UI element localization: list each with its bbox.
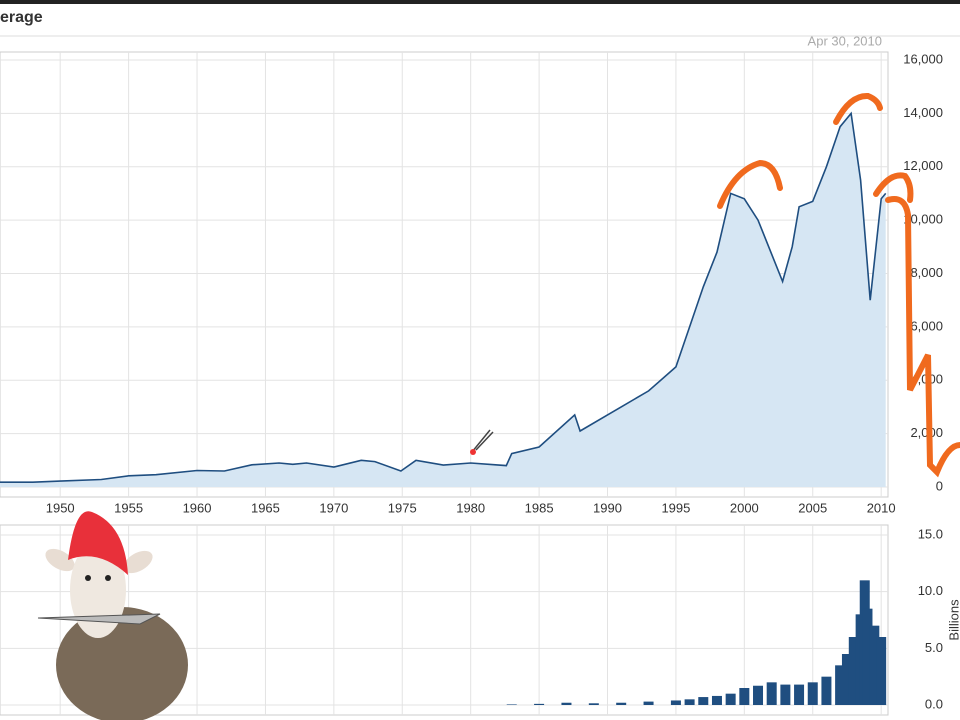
x-tick-label: 2010	[867, 500, 896, 515]
y-tick-label: 6,000	[910, 318, 943, 333]
x-tick-label: 2000	[730, 500, 759, 515]
y-tick-label: 10,000	[903, 212, 943, 227]
bar	[753, 685, 764, 705]
bar	[616, 702, 627, 705]
y-tick-label: 8,000	[910, 265, 943, 280]
chart-title: erage	[0, 9, 43, 26]
scribble	[885, 196, 960, 478]
y-tick-label: 5.0	[925, 640, 943, 655]
bar	[869, 625, 880, 705]
x-tick-label: 1980	[456, 500, 485, 515]
sheep-eye	[85, 575, 91, 581]
sheep-eye	[105, 575, 111, 581]
bar	[821, 676, 832, 705]
diver-doodle	[471, 429, 494, 453]
y-tick-label: 16,000	[903, 51, 943, 66]
scribbles	[717, 93, 960, 478]
plot-layer: 5195019551960196519701975198019851990199…	[0, 51, 943, 716]
bar	[711, 695, 722, 705]
knife	[37, 613, 161, 625]
line	[0, 111, 887, 483]
x-tick-label: 1975	[388, 500, 417, 515]
plot-frame	[0, 524, 889, 716]
x-tick-label: 1955	[114, 500, 143, 515]
sheep-image	[37, 511, 188, 720]
bar	[670, 700, 681, 705]
bar	[794, 684, 805, 705]
bar	[588, 703, 599, 705]
bar	[739, 688, 750, 705]
sheep-ear	[45, 548, 75, 572]
y-tick-label: 14,000	[903, 105, 943, 120]
sheep-head	[70, 542, 126, 638]
bar	[848, 637, 859, 705]
bar	[876, 637, 887, 705]
bar	[766, 682, 777, 705]
bar	[862, 608, 873, 705]
scribble	[717, 159, 783, 209]
y-tick-label: 0	[936, 478, 943, 493]
plot-frame	[0, 51, 889, 498]
x-tick-label: 1950	[46, 500, 75, 515]
y2-axis-label: Billions	[946, 599, 960, 641]
area	[0, 113, 886, 488]
diver-doodle	[470, 449, 476, 455]
sheep-hat	[68, 511, 128, 575]
y-tick-label: 0.0	[925, 696, 943, 711]
x-tick-label: 1970	[319, 500, 348, 515]
scribble	[873, 172, 914, 203]
sheep-ear	[123, 550, 153, 574]
bar	[561, 702, 572, 705]
bar	[835, 665, 846, 705]
sheep-body	[56, 607, 188, 720]
bar	[698, 697, 709, 705]
scribble	[833, 93, 883, 125]
bar	[780, 684, 791, 705]
x-tick-label: 1990	[593, 500, 622, 515]
bar	[725, 693, 736, 705]
bar	[643, 701, 654, 705]
bar	[534, 703, 545, 705]
x-tick-label: 1960	[183, 500, 212, 515]
x-tick-label: 1965	[251, 500, 280, 515]
bar	[506, 704, 517, 705]
bar	[807, 682, 818, 705]
bar	[841, 654, 852, 705]
x-tick-label: 2005	[798, 500, 827, 515]
x-tick-label: 1995	[661, 500, 690, 515]
bar	[684, 699, 695, 705]
x-tick-label: 1985	[525, 500, 554, 515]
date-label: Apr 30, 2010	[808, 33, 882, 48]
y-tick-label: 10.0	[918, 583, 943, 598]
y-tick-label: 12,000	[903, 158, 943, 173]
top-bar	[0, 0, 960, 4]
y-tick-label: 15.0	[918, 526, 943, 541]
